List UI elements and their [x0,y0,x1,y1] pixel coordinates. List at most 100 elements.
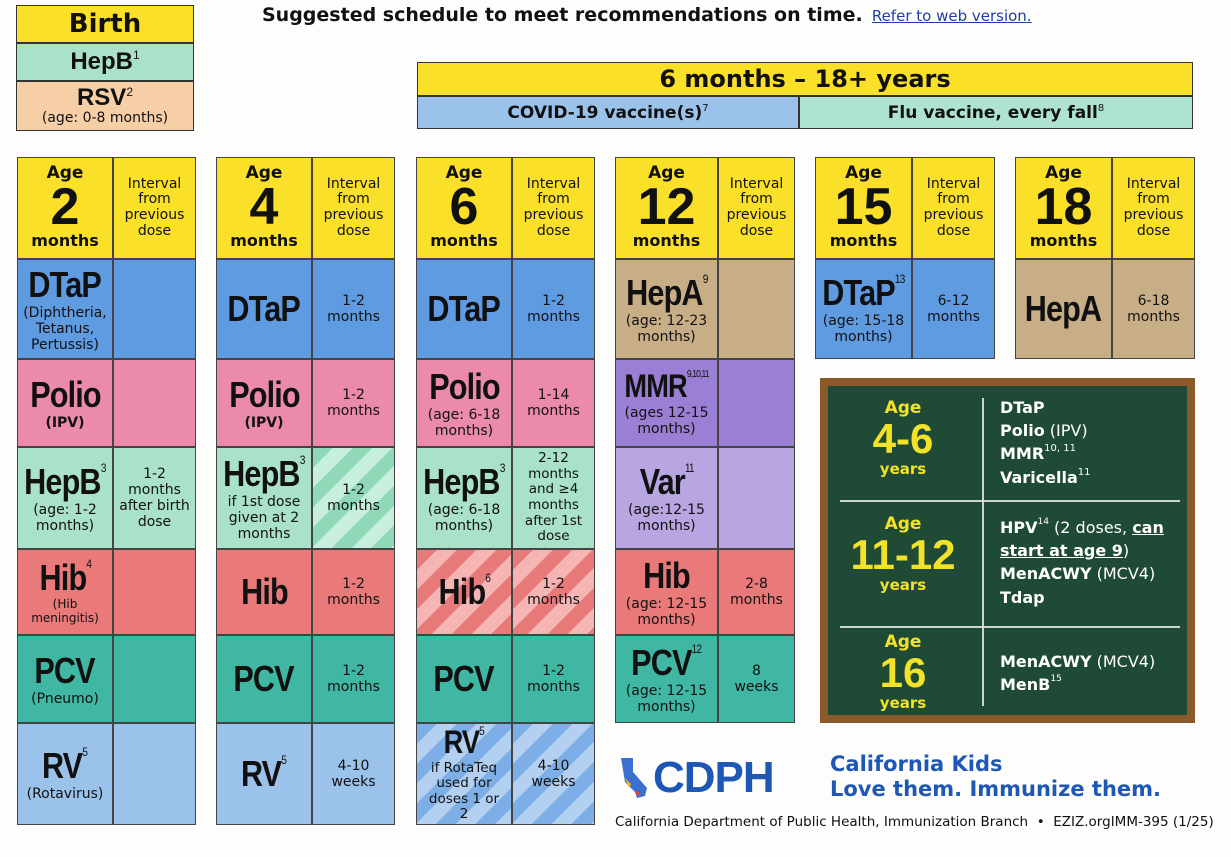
vaccine-name-wrap: HepB3 [223,453,305,494]
vaccine-detail: (age: 12-15 months) [625,595,708,628]
vaccine-name: MMR [624,368,687,405]
hepa-cell: HepA [1015,259,1112,359]
chalkboard: Age 4-6 years DTaP Polio (IPV) MMR10, 11… [820,378,1195,723]
chalk-vaccine: DTaP [1000,398,1045,417]
chalk-item: Polio (IPV) [1000,419,1190,442]
chalk-divider-vertical [982,398,984,706]
chalk-age-range: 4-6 [872,415,934,462]
age-header-6: Age 6 months [416,157,512,259]
column-6-months: Age 6 months Interval from previous dose… [416,157,595,825]
hib-cell: Hib (age: 12-15 months) [615,549,718,635]
column-18-months: Age 18 months Interval from previous dos… [1015,157,1195,359]
chalk-vaccine: MenB [1000,675,1051,695]
chalk-vaccine: HPV [1000,518,1038,537]
pcv-interval: 8 weeks [718,635,795,723]
header-title-row: Suggested schedule to meet recommendatio… [262,4,1032,28]
hepb-cell: HepB3 if 1st dose given at 2 months [216,447,312,549]
pcv-interval [113,635,196,723]
footnote: 5 [479,724,485,739]
cdph-logo-text: CDPH [653,753,775,802]
age-unit: months [632,231,701,251]
footnote: 3 [499,461,506,476]
footnote: 9,10,11 [686,369,710,381]
polio-cell: Polio (IPV) [216,359,312,447]
chalk-list-11-12: HPV14 (2 doses, can start at age 9) MenA… [1000,516,1192,609]
range-label: 6 months – 18+ years [659,65,951,93]
vaccine-detail: (age: 12-15 months) [625,682,708,715]
birth-hepb-sup: 1 [132,48,140,62]
chalk-list-4-6: DTaP Polio (IPV) MMR10, 11 Varicella11 [1000,396,1190,489]
vaccine-name-wrap: Var11 [639,462,694,502]
vaccine-detail: (IPV) [45,414,85,431]
web-version-link[interactable]: Refer to web version. [871,7,1032,25]
hib-interval: 2-8 months [718,549,795,635]
covid-sup: 7 [702,102,709,114]
interval-header: Interval from previous dose [512,157,595,259]
vaccine-name-wrap: PCV12 [631,642,703,683]
chalk-age-word: Age [884,632,922,652]
chalk-vaccine: Tdap [1000,587,1045,607]
age-word: Age [648,163,685,183]
footnote: 5 [82,745,89,760]
vaccine-name-wrap: RV5 [444,724,485,760]
age-number: 15 [834,177,893,236]
birth-rsv-sup: 2 [126,85,134,99]
vaccine-name: Hib [240,571,289,613]
age-number: 12 [637,177,696,236]
chalk-detail: (2 doses, [1048,518,1133,537]
hib-interval [113,549,196,635]
age-number: 2 [50,177,80,236]
pcv-cell: PCV [216,635,312,723]
age-unit: months [829,231,898,251]
chalk-list-16: MenACWY (MCV4) MenB15 [1000,650,1190,696]
vaccine-name: HepB [24,461,101,503]
birth-rsv: RSV2 (age: 0-8 months) [16,81,194,131]
chalk-detail: ) [1122,541,1130,561]
chalk-item: HPV14 (2 doses, can start at age 9) [1000,516,1192,562]
vaccine-detail: (age:12-15 months) [628,501,705,534]
dtap-cell: DTaP (Diphtheria, Tetanus, Pertussis) [17,259,113,359]
mmr-cell: MMR9,10,11 (ages 12-15 months) [615,359,718,447]
hepa-cell: HepA9 (age: 12-23 months) [615,259,718,359]
chalk-age-16: Age 16 years [828,632,978,712]
dtap-cell: DTaP13 (age: 15-18 months) [815,259,912,359]
rv-interval [113,723,196,825]
vaccine-name: PCV [34,650,96,692]
birth-hepb: HepB1 [16,43,194,81]
chalk-detail: (IPV) [1044,421,1088,441]
footnote: 12 [691,642,703,657]
chalk-age-4-6: Age 4-6 years [828,398,978,478]
vaccine-name: Polio [29,374,101,416]
vaccine-detail: (Pneumo) [31,690,99,707]
age-word: Age [845,163,882,183]
pcv-cell: PCV (Pneumo) [17,635,113,723]
footnote: 3 [100,461,107,476]
header-title: Suggested schedule to meet recommendatio… [262,4,863,26]
age-word: Age [46,163,84,183]
polio-cell: Polio (age: 6-18 months) [416,359,512,447]
chalk-item: Tdap [1000,586,1192,609]
hib-cell: Hib [216,549,312,635]
rv-cell: RV5 [216,723,312,825]
hepb-cell: HepB3 (age: 6-18 months) [416,447,512,549]
chalk-item: MenACWY (MCV4) [1000,650,1190,673]
interval-header: Interval from previous dose [113,157,196,259]
vaccine-detail: (IPV) [244,414,284,431]
chalk-divider-h1 [840,500,1180,502]
vaccine-name: DTaP [822,272,895,314]
polio-interval: 1-14 months [512,359,595,447]
chalk-vaccine: MenACWY [1000,652,1092,671]
birth-rsv-wrap: RSV2 [77,86,133,110]
vaccine-name: HepA [625,272,703,314]
tagline-line-1: California Kids [830,752,1003,776]
hepa-interval [718,259,795,359]
birth-rsv-sub: (age: 0-8 months) [41,110,169,126]
vaccine-name: PCV [233,658,295,700]
vaccine-detail: if 1st dose given at 2 months [227,493,301,542]
vaccine-detail: (age: 15-18 months) [822,312,905,345]
vaccine-name-wrap: Hib4 [39,558,91,598]
age-header-2: Age 2 months [17,157,113,259]
vaccine-detail: (ages 12-15 months) [624,404,709,437]
chalk-vaccine: MMR [1000,444,1045,464]
covid-box: COVID-19 vaccine(s)7 [417,96,799,129]
